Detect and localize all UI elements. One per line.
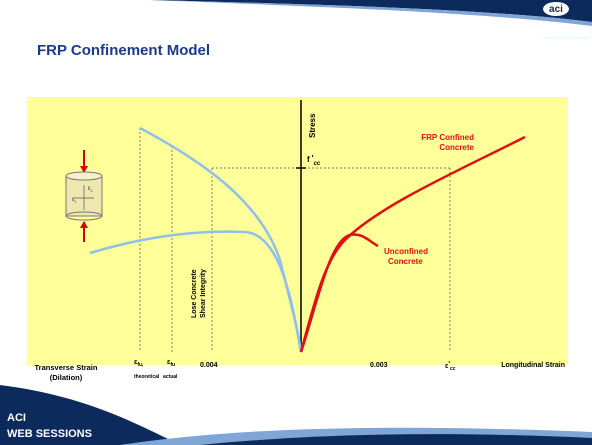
cylinder-icon: [65, 150, 103, 242]
top-band: [150, 0, 592, 22]
efu-actual-note: actual: [163, 374, 178, 380]
shear-note: Lose Concrete Shear Integrity: [191, 269, 207, 318]
efu-theoretical: εfu,: [134, 359, 144, 368]
efu-theoretical-note: theoretical: [134, 374, 160, 380]
fcc-label: f'cc: [307, 154, 321, 167]
unconfined-curve: [299, 233, 379, 353]
efu-actual: εfu: [167, 359, 175, 368]
dilation-curve-unconfined: [89, 230, 303, 353]
ecc-label: ε'cc: [445, 361, 456, 372]
cyl-longitudinal: εL: [88, 186, 94, 193]
logo-tagline: Advancing concrete knowledge: [541, 36, 591, 40]
bottom-band: [0, 385, 180, 445]
logo-name: American Concrete Institute: [534, 29, 590, 34]
cyl-transverse: εt: [72, 197, 77, 204]
bottom-swoosh-dark: [200, 434, 592, 445]
title: FRP Confinement Model: [37, 42, 210, 59]
unconfined-label: Unconfined Concrete: [384, 247, 428, 266]
transverse-axis-label: Transverse Strain (Dilation): [35, 363, 98, 382]
logo-mark: aci: [549, 4, 563, 15]
stress-label: Stress: [308, 113, 317, 138]
diagram-panel: [27, 97, 568, 365]
left-tick: 0.004: [200, 362, 218, 369]
right-tick: 0.003: [370, 362, 388, 369]
frp-label: FRP Confined Concrete: [421, 133, 474, 152]
footer-label: ACI WEB SESSIONS: [7, 412, 92, 440]
logo-badge: [543, 2, 569, 16]
longitudinal-axis-label: Longitudinal Strain: [501, 362, 565, 369]
